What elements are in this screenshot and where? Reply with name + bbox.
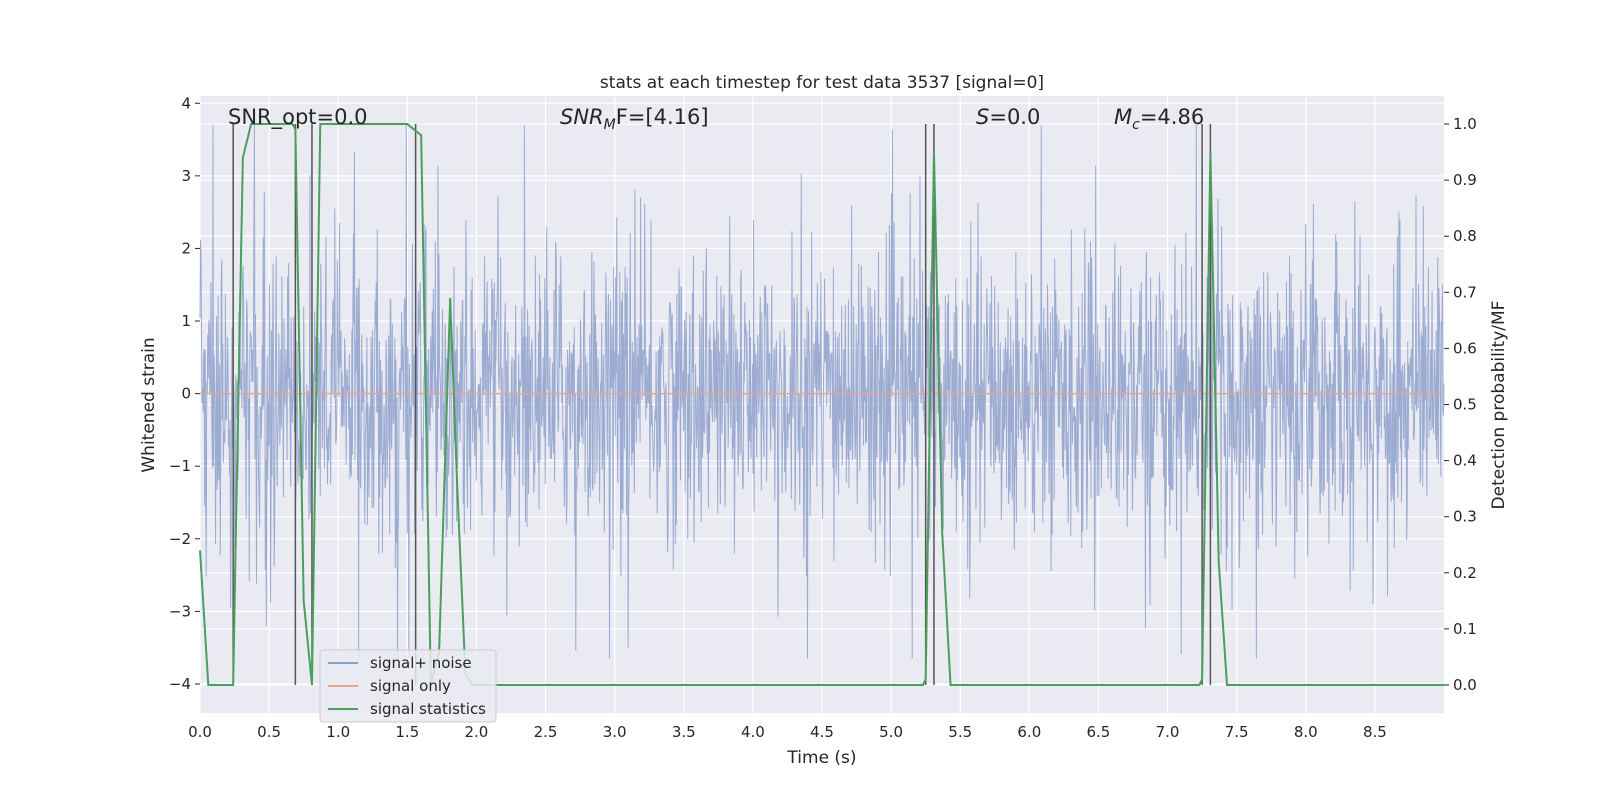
x-tick-label: 3.0 [603, 723, 627, 741]
y-tick-label-left: 1 [181, 312, 191, 330]
annotation-snr-mf: SNRMF=[4.16] [560, 105, 709, 133]
legend-label-signal-only: signal only [370, 677, 451, 695]
annotation-snr-opt: SNR_opt=0.0 [228, 105, 368, 130]
signal-statistics-series [199, 123, 1444, 686]
x-tick-label: 8.5 [1363, 723, 1387, 741]
y-tick-label-left: 2 [181, 239, 191, 257]
y-tick-label-right: 0.5 [1453, 396, 1477, 414]
x-tick-label: 1.5 [395, 723, 419, 741]
y-tick-label-left: −2 [169, 530, 191, 548]
x-tick-label: 4.0 [741, 723, 765, 741]
x-tick-label: 2.5 [534, 723, 558, 741]
x-tick-label: 7.5 [1225, 723, 1249, 741]
annotation-snr-mf-prefix: SNR [560, 105, 604, 129]
x-tick-label: 5.0 [879, 723, 903, 741]
y-axis-label-left: Whitened strain [139, 337, 159, 472]
y-tick-label-right: 0.7 [1453, 283, 1477, 301]
x-tick-label: 1.0 [326, 723, 350, 741]
x-tick-label: 0.0 [188, 723, 212, 741]
annotation-s: S=0.0 [976, 105, 1040, 129]
x-tick-label: 8.0 [1294, 723, 1318, 741]
ticks: 0.0 0.5 1.0 1.5 2.0 2.5 3.0 3.5 4.0 4.5 5.0 5.5 6.0 6… [169, 94, 1477, 741]
x-tick-label: 5.5 [948, 723, 972, 741]
chart-title: stats at each timestep for test data 353… [600, 73, 1044, 93]
x-tick-label: 0.5 [257, 723, 281, 741]
annotation-mc: Mc=4.86 [1114, 105, 1204, 133]
annotation-mc-sub: c [1132, 117, 1140, 133]
annotation-s-symbol: S [976, 105, 989, 129]
annotation-mc-value: =4.86 [1140, 105, 1204, 129]
y-tick-label-left: 0 [181, 385, 191, 403]
x-tick-label: 3.5 [672, 723, 696, 741]
y-tick-label-left: −3 [169, 602, 191, 620]
x-tick-label: 6.0 [1017, 723, 1041, 741]
x-tick-label: 6.5 [1087, 723, 1111, 741]
legend: signal+ noise signal only signal statist… [319, 649, 497, 723]
y-tick-label-right: 0.3 [1453, 508, 1477, 526]
y-tick-label-right: 0.9 [1453, 171, 1477, 189]
y-tick-label-left: 3 [181, 167, 191, 185]
signal-noise-series [199, 125, 1445, 659]
vertical-markers [232, 124, 1212, 685]
legend-box [319, 649, 497, 723]
y-tick-label-right: 0.6 [1453, 339, 1477, 357]
x-tick-label: 7.0 [1156, 723, 1180, 741]
y-tick-label-left: −4 [169, 675, 191, 693]
y-tick-label-right: 1.0 [1453, 115, 1477, 133]
y-tick-label-left: 4 [181, 94, 191, 112]
grid [199, 96, 1444, 713]
signal-noise-line [199, 125, 1445, 659]
y-tick-label-left: −1 [169, 457, 191, 475]
annotation-snr-mf-suffix: F=[4.16] [616, 105, 709, 129]
y-tick-label-right: 0.0 [1453, 676, 1477, 694]
annotation-s-value: =0.0 [989, 105, 1040, 129]
y-tick-label-right: 0.1 [1453, 620, 1477, 638]
x-tick-label: 2.0 [465, 723, 489, 741]
legend-label-statistics: signal statistics [370, 700, 486, 718]
legend-label-noise: signal+ noise [370, 654, 472, 672]
annotation-snr-mf-sub: M [604, 117, 616, 133]
x-axis-label: Time (s) [786, 748, 856, 768]
x-tick-label: 4.5 [810, 723, 834, 741]
y-axis-label-right: Detection probability/MF [1489, 301, 1509, 510]
y-tick-label-right: 0.2 [1453, 564, 1477, 582]
y-tick-label-right: 0.8 [1453, 227, 1477, 245]
signal-statistics-line [199, 123, 1444, 686]
y-tick-label-right: 0.4 [1453, 452, 1477, 470]
annotation-mc-symbol: M [1114, 105, 1132, 129]
